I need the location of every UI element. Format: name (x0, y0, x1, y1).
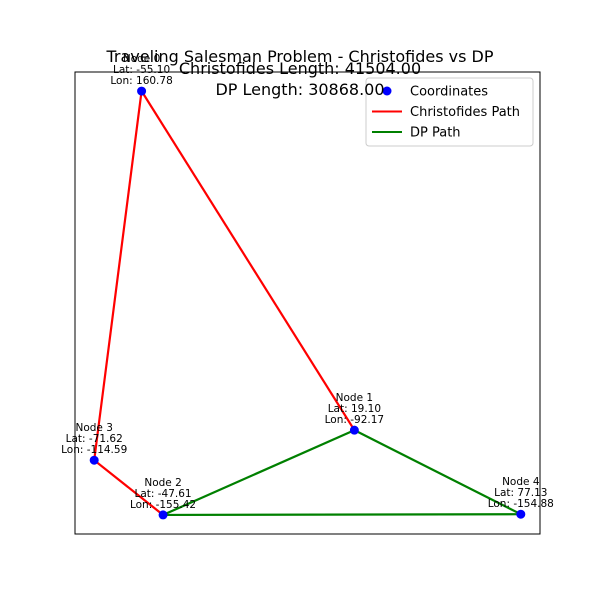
legend: Coordinates Christofides Path DP Path (365, 77, 534, 147)
node-lon-label: Lon: -92.17 (325, 414, 384, 426)
node-name-label: Node 1 (336, 392, 373, 404)
plot-frame (74, 71, 541, 535)
legend-label-christofides: Christofides Path (410, 105, 520, 120)
points-layer (89, 86, 526, 520)
node-lon-label: Lon: 160.78 (110, 75, 172, 87)
node-lat-label: Lat: 77.13 (494, 487, 547, 499)
node-name-label: Node 3 (75, 422, 112, 434)
node-point (137, 86, 147, 96)
chart-title: Traveling Salesman Problem - Christofide… (106, 47, 494, 66)
christofides-path-segment (140, 89, 356, 432)
legend-label-coordinates: Coordinates (410, 85, 488, 100)
node-name-label: Node 0 (123, 53, 160, 65)
node-lon-label: Lon: -114.59 (61, 444, 127, 456)
dp-path-segment (161, 513, 522, 517)
dp-path-segment (352, 428, 523, 516)
node-point (516, 509, 526, 519)
legend-box (365, 77, 534, 147)
lines-layer (92, 89, 523, 517)
dp-length-label: DP Length: 30868.00 (215, 80, 385, 99)
node-name-label: Node 2 (144, 477, 181, 489)
node-lon-label: Lon: -155.42 (130, 499, 196, 511)
node-lon-label: Lon: -154.88 (488, 498, 554, 510)
legend-marker-coordinates (382, 86, 392, 96)
node-name-label: Node 4 (502, 476, 540, 488)
node-point (349, 425, 359, 435)
node-lat-label: Lat: -55.10 (113, 64, 170, 76)
node-lat-label: Lat: 19.10 (328, 403, 381, 415)
node-lat-label: Lat: -47.61 (134, 488, 191, 500)
node-point (89, 455, 99, 465)
christofides-length-label: Christofides Length: 41504.00 (178, 59, 422, 78)
node-point (158, 510, 168, 520)
dp-path-segment (161, 428, 356, 517)
christofides-path-segment (92, 89, 143, 462)
node-lat-label: Lat: -71.62 (66, 433, 123, 445)
legend-label-dp: DP Path (410, 126, 461, 141)
christofides-path-segment (92, 458, 165, 517)
